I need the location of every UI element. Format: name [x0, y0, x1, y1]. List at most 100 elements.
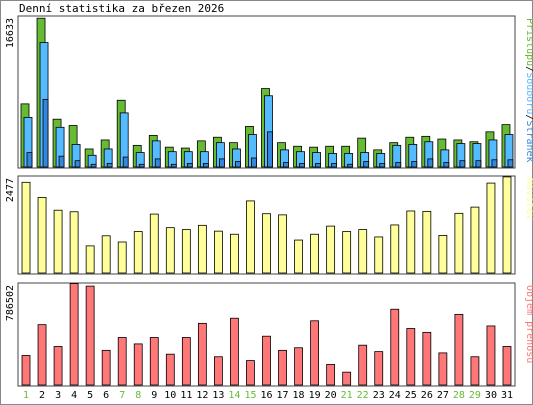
bar-visits-day-21	[342, 231, 352, 274]
bar-pages-day-21	[347, 163, 354, 168]
y-max-label: 786502	[5, 285, 16, 321]
bar-pages-day-28	[459, 160, 466, 168]
bar-traffic-day-17	[278, 349, 287, 386]
bar-pages-day-6	[106, 162, 113, 168]
y-max-label: 2477	[5, 178, 16, 202]
bar-traffic-day-20	[326, 364, 336, 386]
bar-traffic-day-25	[406, 328, 416, 386]
x-tick-label-day-8: 8	[135, 390, 141, 401]
x-tick-label-day-25: 25	[405, 390, 417, 401]
bar-traffic-day-8	[133, 343, 143, 386]
bar-visits-day-11	[181, 229, 191, 274]
bar-pages-day-12	[202, 162, 209, 168]
panel-3: 786502 Objem přenosu	[5, 282, 533, 387]
bar-pages-day-19	[315, 162, 321, 168]
x-tick-label-day-10: 10	[164, 390, 176, 401]
x-tick-label-day-11: 11	[180, 390, 192, 401]
bar-traffic-day-5	[85, 285, 95, 386]
bar-visits-day-24	[390, 224, 400, 274]
bar-traffic-day-21	[342, 371, 352, 386]
bar-visits-day-6	[101, 235, 111, 274]
x-tick-label-day-1: 1	[23, 390, 29, 401]
x-tick-label-day-6: 6	[103, 390, 109, 401]
x-tick-label-day-16: 16	[260, 390, 272, 401]
bar-visits-day-27	[438, 235, 448, 274]
bar-pages-day-9	[154, 158, 161, 168]
bar-pages-day-22	[363, 161, 370, 168]
bar-visits-day-17	[278, 214, 287, 274]
bar-traffic-day-6	[101, 349, 111, 386]
bar-visits-day-19	[310, 233, 319, 274]
x-tick-label-day-4: 4	[71, 390, 77, 401]
bar-traffic-day-3	[53, 346, 63, 386]
bar-pages-day-18	[299, 162, 305, 168]
bar-pages-day-13	[218, 158, 225, 168]
bar-visits-day-16	[262, 213, 271, 274]
bar-traffic-day-19	[310, 320, 319, 386]
bar-visits-day-30	[486, 182, 496, 274]
bar-traffic-day-9	[149, 337, 159, 386]
x-tick-label-day-22: 22	[357, 390, 369, 401]
bar-pages-day-27	[443, 162, 450, 168]
x-tick-label-day-7: 7	[119, 390, 125, 401]
series-side-label: Přístupů/Souborů/Stránek	[524, 18, 533, 163]
bar-traffic-day-7	[117, 337, 127, 386]
bar-visits-day-12	[197, 224, 207, 274]
bar-traffic-day-4	[69, 283, 79, 386]
bar-traffic-day-24	[390, 308, 400, 386]
y-max-label: 16633	[5, 18, 16, 48]
x-tick-label-day-31: 31	[501, 390, 513, 401]
bar-traffic-day-28	[454, 313, 464, 386]
bar-visits-day-29	[470, 206, 480, 274]
bar-pages-day-26	[427, 158, 434, 168]
bar-visits-day-5	[85, 245, 95, 274]
x-tick-label-day-12: 12	[196, 390, 208, 401]
x-tick-label-day-15: 15	[244, 390, 256, 401]
bar-pages-day-17	[283, 162, 289, 168]
bar-visits-day-14	[230, 233, 239, 274]
bar-pages-day-1	[26, 152, 33, 168]
bar-traffic-day-16	[262, 335, 271, 386]
bar-visits-day-18	[294, 239, 303, 274]
x-tick-label-day-19: 19	[309, 390, 321, 401]
bar-pages-day-23	[379, 162, 386, 168]
bar-traffic-day-30	[486, 325, 496, 386]
x-tick-label-day-20: 20	[325, 390, 337, 401]
x-tick-label-day-24: 24	[389, 390, 401, 401]
x-tick-label-day-5: 5	[87, 390, 93, 401]
bar-traffic-day-14	[230, 317, 239, 386]
x-tick-label-day-29: 29	[469, 390, 481, 401]
x-tick-label-day-9: 9	[151, 390, 157, 401]
side-label-part-0: Přístupů	[524, 18, 533, 66]
bar-visits-day-3	[53, 209, 63, 274]
x-tick-label-day-21: 21	[341, 390, 353, 401]
bar-pages-day-31	[507, 159, 514, 168]
bar-traffic-day-29	[470, 356, 480, 386]
bar-pages-day-15	[251, 157, 257, 168]
bar-pages-day-25	[411, 161, 418, 168]
bar-visits-day-26	[422, 210, 432, 274]
bar-traffic-day-2	[37, 324, 47, 386]
bar-visits-day-31	[502, 176, 512, 274]
bar-pages-day-3	[58, 155, 65, 168]
panel-2: 2477 Návštěv	[5, 175, 533, 275]
bar-pages-day-8	[138, 163, 145, 168]
bar-traffic-day-10	[165, 353, 175, 386]
bar-pages-day-14	[235, 161, 241, 168]
bar-traffic-day-27	[438, 352, 448, 386]
bar-visits-day-9	[149, 213, 159, 274]
bar-pages-day-10	[170, 163, 177, 168]
bar-pages-day-29	[475, 160, 482, 168]
bar-traffic-day-31	[502, 346, 512, 386]
bar-pages-day-5	[90, 163, 97, 168]
bar-visits-day-10	[165, 227, 175, 274]
bar-pages-day-11	[186, 162, 193, 168]
bar-visits-day-13	[214, 230, 223, 274]
bar-pages-day-24	[395, 162, 402, 168]
bar-visits-day-1	[21, 181, 31, 274]
panel-1: 16633 Přístupů/Souborů/Stránek	[5, 15, 533, 169]
x-tick-label-day-28: 28	[453, 390, 465, 401]
side-label-part-2: Souborů	[524, 72, 533, 114]
bar-traffic-day-13	[214, 356, 223, 386]
